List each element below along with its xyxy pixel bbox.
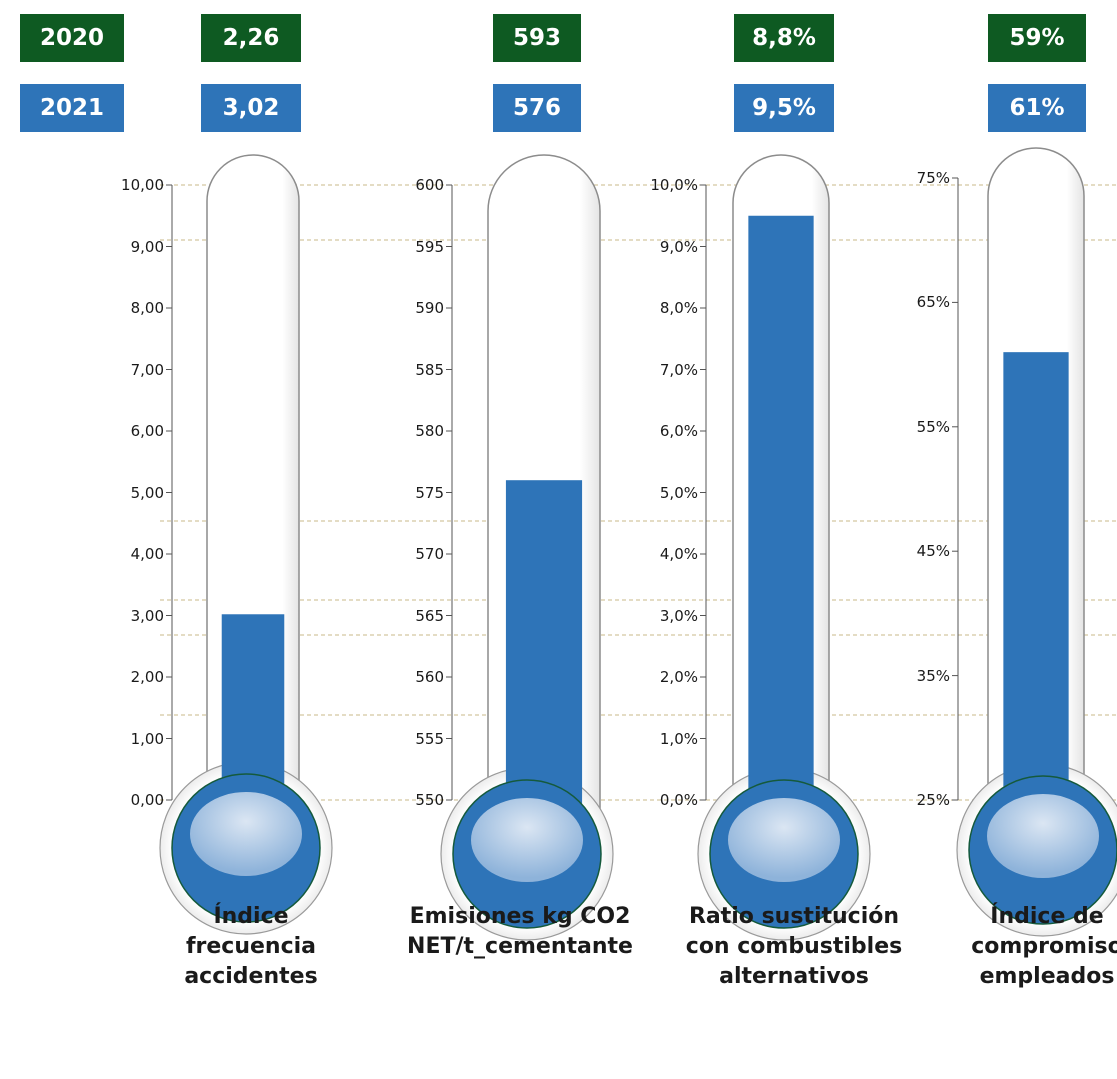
gauge-title-emissions: Emisiones kg CO2 NET/t_cementante xyxy=(407,904,633,959)
bulb-highlight xyxy=(471,798,583,882)
bulb-highlight xyxy=(987,794,1099,878)
y-tick-label: 590 xyxy=(415,299,444,317)
y-tick-label: 65% xyxy=(916,293,950,312)
gauge-title-engagement: Índice de compromiso empleados xyxy=(971,904,1117,989)
y-tick-label: 0,0% xyxy=(659,791,698,809)
y-tick-label: 7,00 xyxy=(130,360,164,379)
gauge-title-fuel-ratio: Ratio sustitución con combustibles alter… xyxy=(685,904,903,989)
value-badge-2021-fuel-ratio: 9,5% xyxy=(734,84,834,132)
y-tick-label: 3,0% xyxy=(659,606,698,625)
value-badge-2021-engagement: 61% xyxy=(988,84,1086,132)
legend-badge-2020: 2020 xyxy=(20,14,124,62)
y-tick-label: 75% xyxy=(916,169,950,187)
y-tick-label: 550 xyxy=(415,791,444,809)
y-tick-label: 1,00 xyxy=(130,729,164,748)
y-tick-label: 9,00 xyxy=(130,237,164,256)
y-tick-label: 565 xyxy=(415,606,444,625)
y-tick-label: 3,00 xyxy=(130,606,164,625)
value-badge-2020-accidents: 2,26 xyxy=(201,14,301,62)
y-tick-label: 555 xyxy=(415,729,444,748)
mercury-column xyxy=(748,215,814,854)
y-tick-label: 560 xyxy=(415,668,444,686)
value-badge-2021-accidents: 3,02 xyxy=(201,84,301,132)
mercury-column xyxy=(1003,352,1069,850)
y-tick-label: 35% xyxy=(916,666,950,685)
value-badge-2021-emissions: 576 xyxy=(493,84,581,132)
y-tick-label: 5,00 xyxy=(130,483,164,502)
legend-badge-2021: 2021 xyxy=(20,84,124,132)
y-tick-label: 2,0% xyxy=(659,668,698,686)
value-badge-2020-engagement: 59% xyxy=(988,14,1086,62)
y-tick-label: 10,0% xyxy=(650,176,698,194)
y-tick-label: 585 xyxy=(415,360,444,379)
y-tick-label: 600 xyxy=(415,176,444,194)
y-tick-label: 4,00 xyxy=(130,545,164,563)
y-tick-label: 1,0% xyxy=(659,729,698,748)
y-tick-label: 580 xyxy=(415,422,444,440)
y-tick-label: 7,0% xyxy=(659,360,698,379)
y-tick-label: 575 xyxy=(415,483,444,502)
y-tick-label: 4,0% xyxy=(659,545,698,563)
y-tick-label: 45% xyxy=(916,542,950,561)
y-tick-label: 9,0% xyxy=(659,237,698,256)
y-tick-label: 55% xyxy=(916,417,950,436)
y-tick-label: 0,00 xyxy=(130,791,164,809)
y-tick-label: 2,00 xyxy=(130,668,164,686)
bulb-highlight xyxy=(190,792,302,876)
y-tick-label: 8,00 xyxy=(130,299,164,317)
y-tick-label: 8,0% xyxy=(659,299,698,317)
y-tick-label: 5,0% xyxy=(659,483,698,502)
y-tick-label: 6,00 xyxy=(130,422,164,440)
value-badge-2020-fuel-ratio: 8,8% xyxy=(734,14,834,62)
gauge-title-accidents: Índice frecuencia accidentes xyxy=(184,904,318,989)
y-tick-label: 595 xyxy=(415,237,444,256)
value-badge-2020-emissions: 593 xyxy=(493,14,581,62)
y-tick-label: 10,00 xyxy=(121,176,164,194)
y-tick-label: 570 xyxy=(415,545,444,563)
y-tick-label: 6,0% xyxy=(659,422,698,440)
bulb-highlight xyxy=(728,798,840,882)
y-tick-label: 25% xyxy=(916,791,950,809)
